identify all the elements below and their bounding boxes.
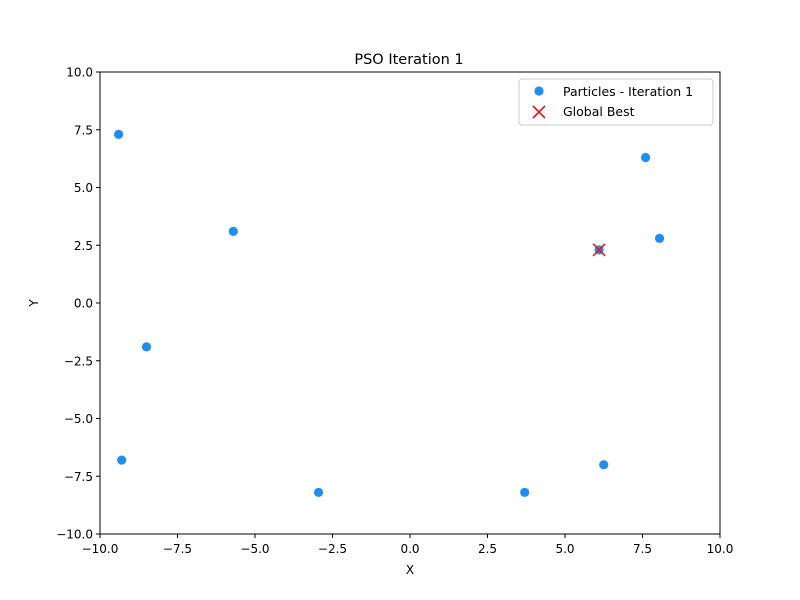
x-axis-ticks: −10.0 −7.5 −5.0 −2.5 0.0 2.5 5.0 7.5 10.0: [82, 534, 734, 556]
particle-point: [117, 455, 127, 465]
particle-point: [313, 487, 324, 498]
legend-global-best-x: [532, 105, 546, 119]
chart-title: PSO Iteration 1: [354, 52, 463, 68]
y-tick-label: −7.5: [64, 470, 93, 484]
x-tick-label: 0.0: [400, 542, 419, 556]
x-tick-label: −5.0: [240, 542, 269, 556]
y-tick-label: 10.0: [66, 66, 93, 80]
particle-point: [141, 342, 152, 352]
particle-point: [654, 233, 665, 243]
x-tick-label: 7.5: [633, 542, 652, 556]
x-axis-label: X: [406, 563, 414, 577]
y-tick-label: 0.0: [74, 297, 93, 311]
legend-label-global-best: Global Best: [563, 104, 635, 119]
x-tick-label: −7.5: [163, 542, 192, 556]
particle-point: [599, 460, 609, 470]
particle-point: [114, 129, 124, 139]
global-best-marker: [592, 243, 606, 257]
legend-particle-dot: [534, 86, 544, 96]
legend-box: [518, 78, 714, 126]
legend-label-particles: Particles - Iteration 1: [563, 84, 693, 99]
x-tick-label: −10.0: [82, 542, 119, 556]
legend: Particles - Iteration 1 Global Best: [518, 78, 714, 126]
y-axis-label: Y: [27, 299, 41, 308]
x-tick-label: 2.5: [478, 542, 497, 556]
x-tick-label: 10.0: [707, 542, 734, 556]
particle-point: [641, 152, 651, 163]
x-tick-label: 5.0: [555, 542, 574, 556]
y-tick-label: 2.5: [74, 239, 93, 253]
y-tick-label: −10.0: [56, 528, 93, 542]
x-tick-label: −2.5: [318, 542, 347, 556]
particle-point: [520, 487, 530, 498]
legend-marker-global-best: [532, 105, 546, 119]
legend-marker-particles: [534, 86, 544, 96]
y-tick-label: 5.0: [74, 181, 93, 195]
y-tick-label: −5.0: [64, 412, 93, 426]
data-points: [114, 129, 665, 498]
particle-point: [228, 226, 238, 236]
y-tick-label: −2.5: [64, 354, 93, 368]
y-tick-label: 7.5: [74, 123, 93, 137]
plot-area-frame: [99, 71, 721, 535]
y-axis-ticks: −10.0 −7.5 −5.0 −2.5 0.0 2.5 5.0 7.5 10.0: [56, 66, 100, 542]
